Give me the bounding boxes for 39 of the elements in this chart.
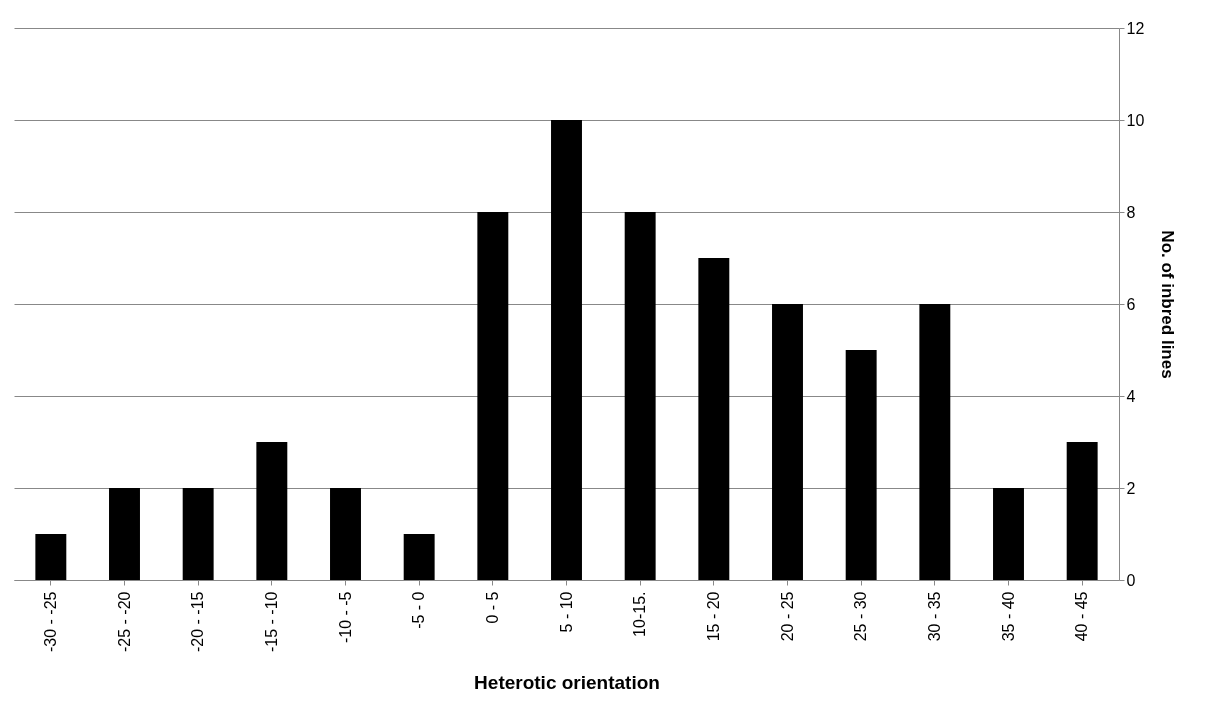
x-tick-label: -5 - 0 [410,591,428,629]
x-tick-label: 30 - 35 [925,591,943,642]
y-tick-label: 0 [1126,571,1136,589]
x-axis-title: Heterotic orientation [474,671,660,693]
x-tick-label: 0 - 5 [483,591,501,624]
y-tick-label: 2 [1126,479,1136,497]
x-tick-label: 25 - 30 [852,591,870,642]
y-tick-label: 10 [1126,111,1145,129]
bar [919,304,951,580]
x-tick-label: 20 - 25 [778,591,796,642]
x-tick-label: -20 - -15 [189,591,207,652]
bar [845,350,877,580]
y-tick-label: 4 [1126,387,1136,405]
bar [477,212,509,580]
x-tick-label: 15 - 20 [704,591,722,642]
x-tick-label: -25 - -20 [115,591,133,652]
x-tick-label: -10 - -5 [336,591,354,644]
bar [551,120,582,580]
bar [698,258,730,580]
bar [624,212,656,580]
x-tick-label: -30 - -25 [41,591,59,652]
x-tick-label: 10-15. [631,591,649,637]
bar [1066,442,1098,580]
bar [109,488,140,580]
bar [256,442,288,580]
y-tick-label: 12 [1126,19,1145,37]
bar [330,488,361,580]
y-tick-label: 6 [1126,295,1136,313]
bar [35,534,67,580]
x-tick-label: -15 - -10 [262,591,280,652]
x-tick-label: 35 - 40 [999,591,1017,642]
y-axis-title: No. of inbred lines [1158,230,1178,379]
x-tick-label: 5 - 10 [557,591,575,633]
bar [182,488,214,580]
x-tick-label: 40 - 45 [1073,591,1091,642]
bar [993,488,1024,580]
bar [772,304,803,580]
bar [403,534,435,580]
y-tick-label: 8 [1126,203,1136,221]
